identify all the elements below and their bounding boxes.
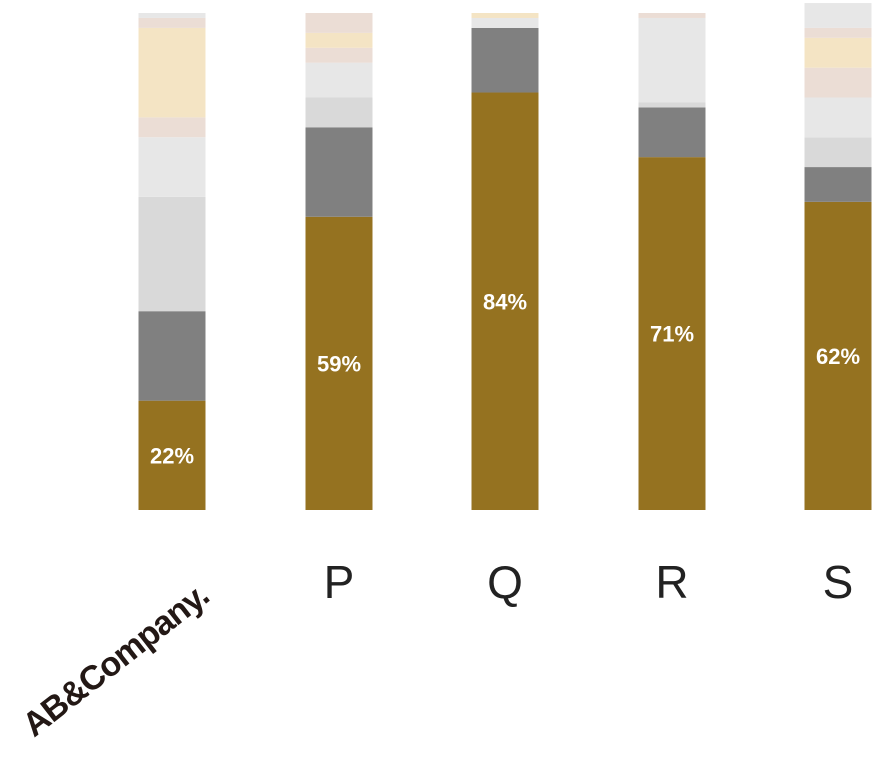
bar-segment-3-2 — [471, 27, 539, 93]
category-labels-layer: P Q R S — [324, 556, 854, 608]
bar-segment-4-2 — [638, 107, 706, 158]
bar-segment-1-6 — [138, 27, 206, 118]
bar-segment-2-2 — [305, 127, 373, 217]
bar-segment-5-1 — [804, 201, 872, 511]
value-label-3: 84% — [483, 289, 527, 314]
ab-company-logo: AB&Company. — [18, 576, 216, 744]
bar-segment-3-4 — [471, 17, 539, 28]
bar-segment-1-8 — [138, 13, 206, 18]
bar-segment-3-6 — [471, 13, 539, 18]
bar-segment-1-2 — [138, 311, 206, 401]
value-label-1: 22% — [150, 443, 194, 468]
logo-text: AB&Company. — [18, 576, 216, 744]
bar-segment-5-8 — [804, 3, 872, 28]
category-label-q: Q — [487, 556, 523, 608]
bar-segment-3-1 — [471, 92, 539, 511]
value-labels-layer: 22% 59% 84% 71% 62% — [150, 289, 860, 468]
bar-segment-1-1 — [138, 400, 206, 510]
bar-segment-2-6 — [305, 32, 373, 48]
bar-segment-4-3 — [638, 102, 706, 108]
bar-segment-2-7 — [305, 13, 373, 33]
category-label-p: P — [324, 556, 355, 608]
bar-segment-5-2 — [804, 167, 872, 202]
bar-segment-2-5 — [305, 47, 373, 63]
bar-segment-4-5 — [638, 13, 706, 18]
bar-segment-2-4 — [305, 62, 373, 98]
bars-layer — [138, 3, 872, 511]
bar-segment-5-6 — [804, 37, 872, 68]
value-label-5: 62% — [816, 344, 860, 369]
value-label-4: 71% — [650, 322, 694, 347]
category-label-s: S — [823, 556, 854, 608]
bar-segment-2-1 — [305, 216, 373, 510]
bar-segment-2-3 — [305, 97, 373, 128]
bar-segment-1-3 — [138, 196, 206, 312]
value-label-2: 59% — [317, 351, 361, 376]
bar-segment-5-5 — [804, 67, 872, 98]
bar-segment-4-1 — [638, 157, 706, 510]
bar-segment-4-4 — [638, 17, 706, 103]
bar-segment-1-4 — [138, 137, 206, 197]
bar-segment-5-7 — [804, 27, 872, 38]
bar-segment-1-5 — [138, 117, 206, 138]
bar-segment-5-3 — [804, 137, 872, 168]
category-label-r: R — [655, 556, 688, 608]
bar-segment-5-4 — [804, 97, 872, 138]
bar-segment-1-7 — [138, 17, 206, 28]
